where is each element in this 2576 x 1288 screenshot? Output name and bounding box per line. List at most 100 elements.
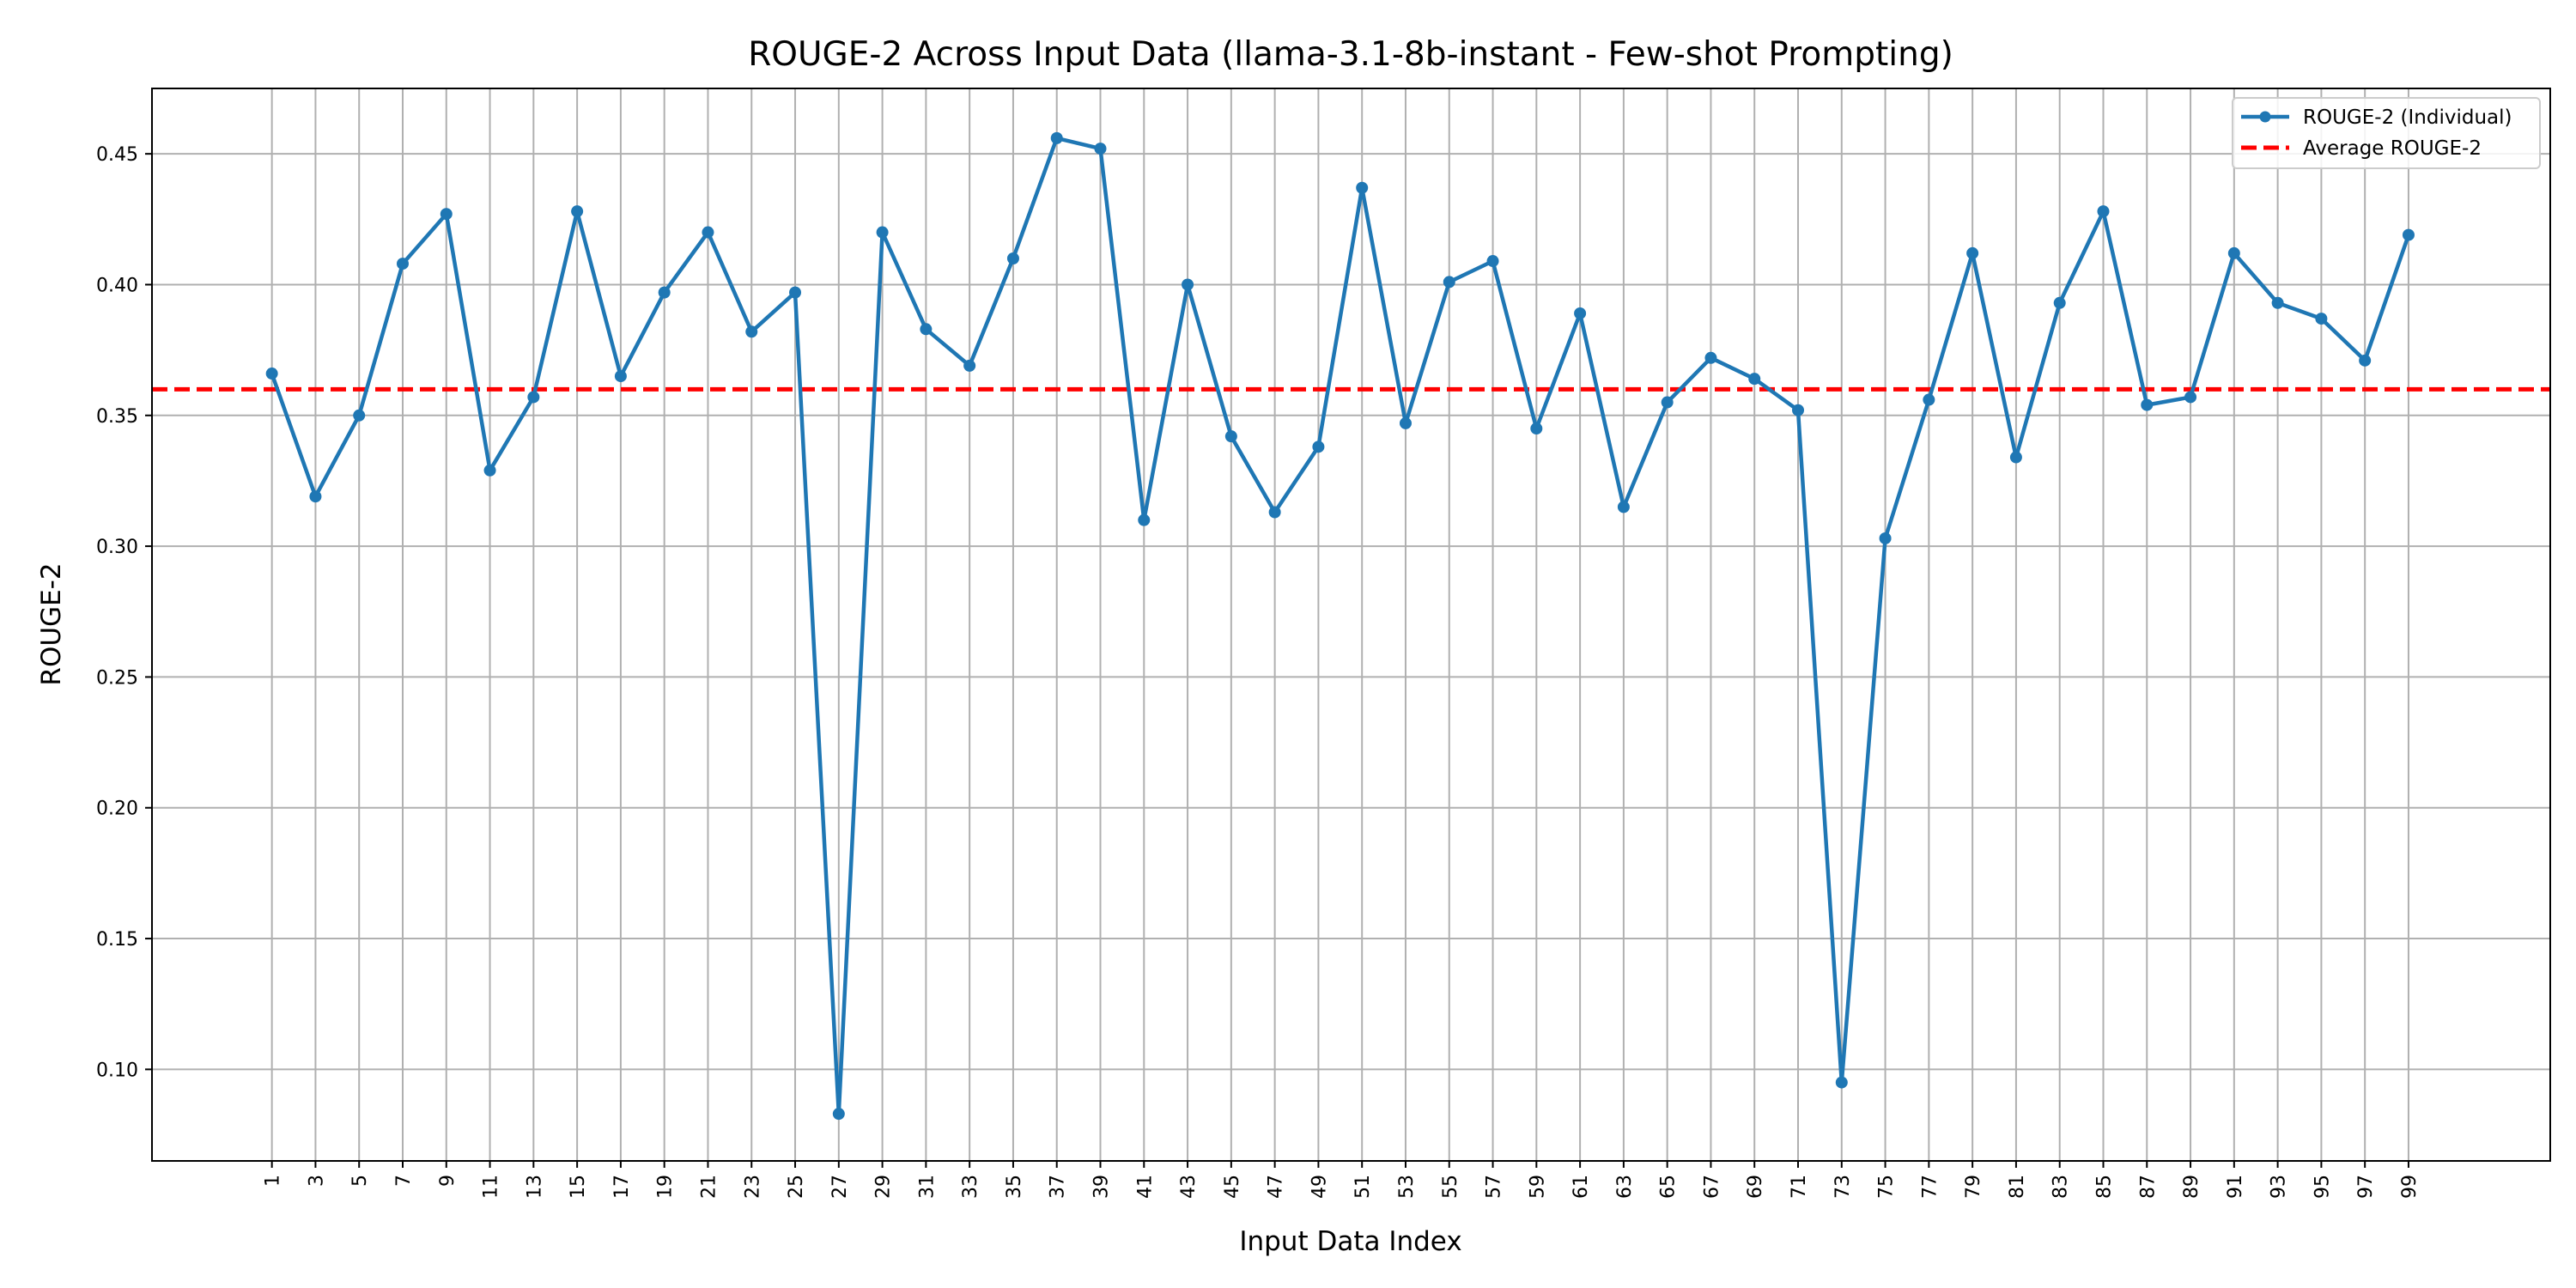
data-point (1138, 513, 1151, 526)
data-point (2141, 398, 2154, 411)
data-point (1443, 276, 1455, 289)
plot-frame (151, 88, 2551, 1162)
x-tick-label: 61 (1571, 1175, 1592, 1199)
x-tick-label: 63 (1614, 1175, 1636, 1199)
data-point (1094, 143, 1107, 155)
legend-box (2232, 97, 2541, 169)
x-tick-label: 7 (393, 1175, 415, 1187)
legend-label-individual: ROUGE-2 (Individual) (2303, 106, 2512, 129)
data-point (396, 258, 409, 270)
data-point (1356, 181, 1369, 194)
x-tick-label: 95 (2312, 1175, 2333, 1199)
x-tick-label: 91 (2225, 1175, 2246, 1199)
x-tick-label: 67 (1701, 1175, 1722, 1199)
data-point (1312, 440, 1325, 453)
x-tick-label: 35 (1004, 1175, 1025, 1199)
data-point (2227, 246, 2240, 259)
data-point (1050, 131, 1063, 144)
x-tick-label: 47 (1266, 1175, 1287, 1199)
data-point (920, 323, 933, 336)
x-tick-label: 83 (2050, 1175, 2072, 1199)
data-point (2184, 391, 2197, 404)
data-point (876, 226, 889, 239)
data-point (1574, 307, 1587, 319)
data-point (1617, 501, 1630, 513)
y-tick-label: 0.20 (96, 799, 138, 820)
y-tick-label: 0.35 (96, 406, 138, 428)
data-point (1748, 373, 1761, 386)
x-tick-label: 87 (2137, 1175, 2159, 1199)
x-tick-label: 21 (698, 1175, 720, 1199)
data-point (789, 286, 802, 299)
series-layer (265, 131, 2415, 1121)
data-point (2097, 205, 2110, 218)
data-point (745, 325, 758, 338)
data-point (1966, 246, 1979, 259)
data-point (1704, 351, 1717, 364)
x-tick-label: 77 (1919, 1175, 1941, 1199)
x-tick-label: 15 (568, 1175, 589, 1199)
legend-marker-individual (2259, 111, 2271, 123)
y-tick-label: 0.45 (96, 144, 138, 166)
y-tick-label: 0.40 (96, 275, 138, 296)
x-tick-label: 55 (1440, 1175, 1461, 1199)
data-point (658, 286, 671, 299)
x-tick-label: 23 (742, 1175, 763, 1199)
x-tick-label: 79 (1963, 1175, 1984, 1199)
x-tick-label: 41 (1134, 1175, 1156, 1199)
data-point (2009, 451, 2022, 464)
y-axis-label: ROUGE-2 (36, 562, 67, 685)
data-point (1835, 1076, 1848, 1089)
x-tick-label: 43 (1178, 1175, 1200, 1199)
x-tick-label: 89 (2181, 1175, 2202, 1199)
y-tick-label: 0.15 (96, 929, 138, 951)
y-tick-label: 0.30 (96, 537, 138, 558)
data-point (1530, 422, 1543, 435)
data-point (1879, 532, 1892, 544)
y-tick-label: 0.10 (96, 1060, 138, 1081)
data-point (2402, 228, 2415, 241)
data-point (2315, 313, 2328, 325)
data-point (1182, 278, 1194, 291)
legend-label-average: Average ROUGE-2 (2303, 137, 2482, 160)
x-tick-label: 49 (1309, 1175, 1330, 1199)
x-tick-label: 93 (2269, 1175, 2290, 1199)
x-tick-label: 57 (1484, 1175, 1505, 1199)
x-axis-label: Input Data Index (1239, 1226, 1461, 1257)
y-axis: 0.10 0.15 0.20 0.25 0.30 0.35 0.40 0.45 (96, 144, 152, 1081)
x-tick-label: 33 (960, 1175, 981, 1199)
data-point (614, 370, 627, 383)
x-tick-label: 51 (1352, 1175, 1374, 1199)
data-point (1486, 255, 1499, 268)
data-point (1792, 404, 1805, 416)
data-point (265, 368, 278, 380)
x-tick-label: 69 (1745, 1175, 1766, 1199)
x-tick-label: 27 (829, 1175, 851, 1199)
x-tick-label: 19 (655, 1175, 677, 1199)
x-tick-label: 17 (611, 1175, 633, 1199)
x-tick-label: 11 (481, 1175, 502, 1199)
data-point (2053, 296, 2066, 309)
x-tick-label: 9 (437, 1175, 459, 1187)
x-tick-label: 39 (1091, 1175, 1113, 1199)
chart-title: ROUGE-2 Across Input Data (llama-3.1-8b-… (748, 35, 1953, 74)
x-tick-label: 59 (1527, 1175, 1548, 1199)
data-point (483, 464, 496, 477)
x-tick-label: 71 (1789, 1175, 1810, 1199)
data-point (1006, 252, 1019, 265)
legend: ROUGE-2 (Individual) Average ROUGE-2 (2232, 97, 2541, 169)
data-point (353, 409, 366, 422)
data-point (440, 208, 453, 221)
data-point (1224, 430, 1237, 443)
x-tick-label: 97 (2355, 1175, 2377, 1199)
x-tick-label: 25 (786, 1175, 807, 1199)
data-point (571, 205, 584, 218)
x-tick-label: 73 (1832, 1175, 1854, 1199)
x-tick-label: 5 (349, 1175, 371, 1187)
data-point (2271, 296, 2284, 309)
x-tick-label: 85 (2093, 1175, 2115, 1199)
x-tick-label: 99 (2399, 1175, 2421, 1199)
data-point (1399, 416, 1412, 429)
